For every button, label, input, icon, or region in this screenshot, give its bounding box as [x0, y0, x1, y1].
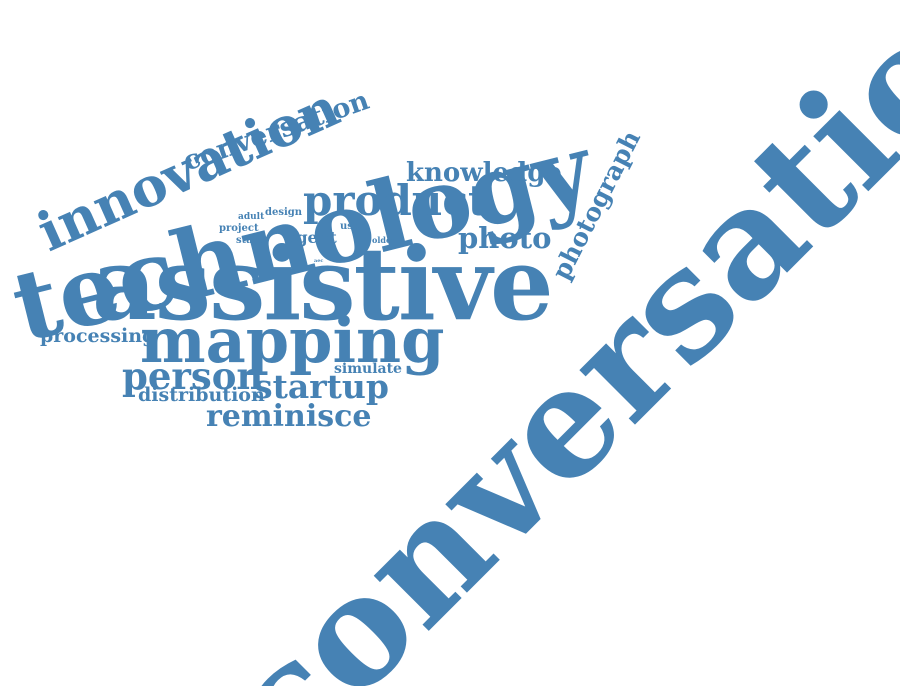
word-agent: agent	[286, 228, 337, 247]
word-adult: adult	[238, 212, 265, 222]
word-older: older	[372, 235, 396, 245]
word-design: design	[265, 207, 303, 218]
word-mapping: mapping	[140, 304, 445, 377]
word-start: start	[236, 235, 263, 246]
word-distribution: distribution	[138, 384, 265, 406]
word-project: project	[219, 223, 259, 234]
word-assistive: assistive	[92, 225, 554, 343]
word-person: person	[122, 354, 264, 398]
word-processing: processing	[40, 325, 156, 347]
word-photo: photo	[458, 221, 552, 255]
word-knowledge: knowledge	[406, 158, 562, 188]
word-aec: aec	[314, 258, 324, 264]
word-startup: startup	[254, 367, 389, 406]
word-user: user	[340, 221, 365, 232]
word-product: product	[303, 176, 488, 225]
word-simulate: simulate	[334, 361, 402, 377]
word-reminisce: reminisce	[206, 399, 372, 434]
